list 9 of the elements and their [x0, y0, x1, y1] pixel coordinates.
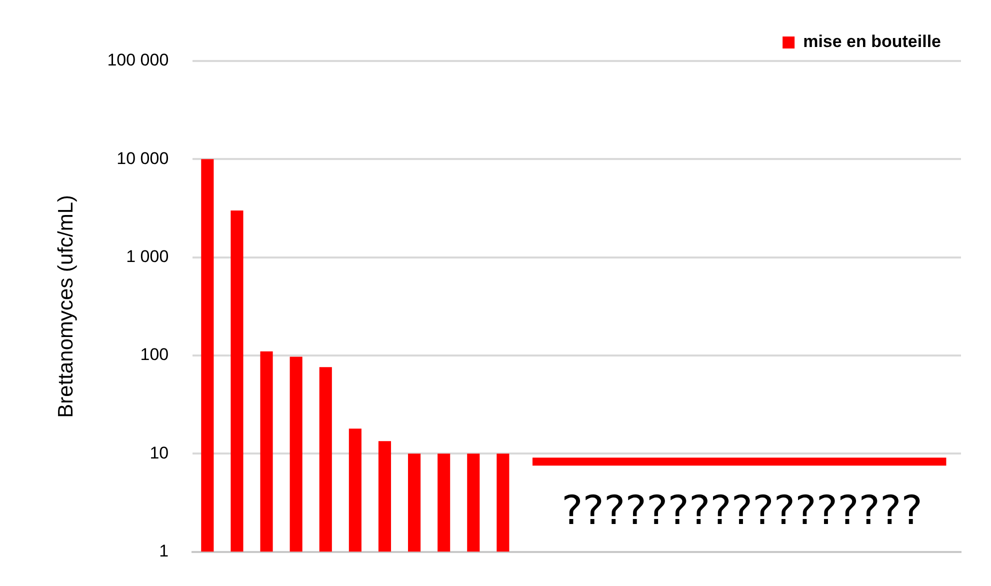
y-tick-label: 100: [140, 345, 169, 364]
y-axis-title: Brettanomyces (ufc/mL): [54, 194, 78, 418]
y-tick-label: 100 000: [107, 50, 169, 70]
y-tick-label: 1: [159, 541, 169, 560]
y-tick-label: 1 000: [126, 247, 169, 266]
y-tick-label: 10 000: [116, 148, 169, 168]
annotation: ?????????????????: [562, 488, 922, 534]
legend-label: mise en bouteille: [803, 32, 942, 52]
y-tick-label: 10: [150, 443, 169, 462]
